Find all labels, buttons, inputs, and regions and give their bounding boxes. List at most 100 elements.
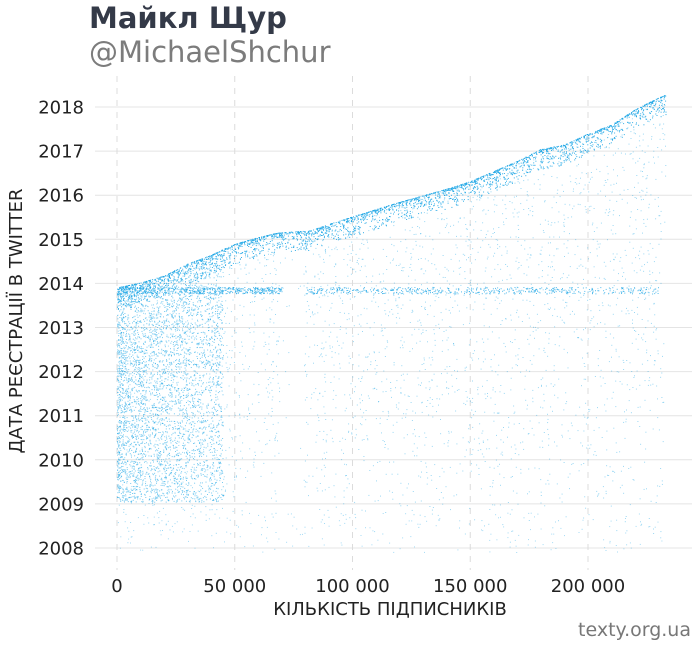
data-point: [439, 195, 441, 197]
data-point: [333, 237, 335, 239]
data-point: [379, 219, 381, 221]
data-point: [190, 325, 191, 327]
data-point: [575, 142, 577, 144]
data-point: [510, 163, 512, 165]
data-point: [456, 186, 458, 188]
data-point: [248, 288, 250, 290]
data-point: [442, 201, 444, 202]
data-point: [134, 283, 136, 285]
data-point: [282, 243, 283, 245]
data-point: [452, 189, 454, 191]
data-point: [569, 290, 571, 292]
data-point: [160, 340, 162, 342]
data-point: [280, 288, 282, 290]
data-point: [314, 232, 316, 234]
data-point: [378, 293, 380, 294]
data-point: [660, 116, 662, 118]
data-point: [300, 248, 302, 250]
data-point: [166, 290, 168, 292]
data-point: [145, 485, 147, 487]
data-point: [166, 299, 168, 301]
data-point: [604, 129, 606, 131]
data-point: [160, 297, 162, 299]
data-point: [155, 382, 157, 384]
data-point: [471, 287, 472, 289]
data-point: [196, 292, 198, 294]
data-point: [316, 232, 318, 233]
data-point: [422, 289, 424, 291]
data-point: [172, 287, 174, 289]
data-point: [542, 156, 544, 158]
data-point: [191, 466, 193, 468]
data-point: [320, 288, 322, 290]
data-point: [619, 119, 621, 121]
data-point: [417, 288, 418, 290]
data-point: [309, 238, 311, 240]
data-point: [206, 373, 208, 375]
data-point: [513, 177, 515, 179]
data-point: [192, 498, 194, 500]
data-point: [178, 474, 180, 476]
data-point: [426, 292, 427, 294]
data-point: [162, 373, 164, 375]
data-point: [475, 180, 477, 182]
data-point: [219, 292, 221, 294]
data-point: [595, 290, 596, 292]
data-point: [341, 290, 343, 292]
data-point: [634, 109, 635, 111]
data-point: [212, 254, 214, 256]
data-point: [322, 235, 324, 236]
data-point: [347, 227, 349, 229]
data-point: [330, 292, 332, 294]
data-point: [363, 217, 365, 219]
data-point: [490, 177, 491, 179]
data-point: [176, 271, 178, 273]
data-point: [144, 320, 146, 322]
data-point: [570, 148, 572, 150]
data-point: [360, 290, 362, 292]
data-point: [316, 233, 318, 235]
data-point: [134, 287, 135, 289]
data-point: [197, 474, 199, 476]
data-point: [466, 182, 468, 184]
data-point: [429, 206, 431, 208]
data-point: [185, 466, 187, 468]
data-point: [186, 285, 187, 287]
data-point: [173, 342, 174, 344]
data-point: [586, 138, 588, 140]
data-point: [151, 316, 153, 318]
data-point: [216, 382, 218, 384]
data-point: [181, 279, 183, 280]
data-point: [327, 226, 329, 228]
data-point: [570, 287, 572, 289]
data-point: [565, 160, 567, 162]
data-point: [517, 178, 519, 180]
data-point: [322, 239, 324, 241]
data-point: [336, 288, 338, 290]
data-point: [121, 306, 123, 308]
data-point: [138, 301, 140, 302]
data-point: [276, 244, 278, 246]
data-point: [201, 268, 203, 270]
data-point: [177, 489, 179, 491]
data-point: [260, 287, 262, 289]
data-point: [365, 212, 367, 214]
data-point: [370, 212, 372, 214]
data-point: [583, 135, 585, 137]
data-point: [173, 276, 175, 278]
data-point: [136, 438, 138, 440]
data-point: [350, 288, 351, 290]
data-point: [533, 162, 535, 164]
data-point: [234, 291, 236, 293]
data-point: [278, 289, 280, 291]
data-point: [523, 162, 525, 164]
data-point: [214, 357, 216, 359]
data-point: [441, 206, 443, 208]
data-point: [365, 214, 367, 216]
data-point: [343, 224, 345, 226]
data-point: [233, 250, 235, 251]
data-point: [267, 290, 269, 292]
data-point: [157, 322, 159, 324]
data-point: [270, 289, 272, 291]
data-point: [154, 414, 156, 416]
